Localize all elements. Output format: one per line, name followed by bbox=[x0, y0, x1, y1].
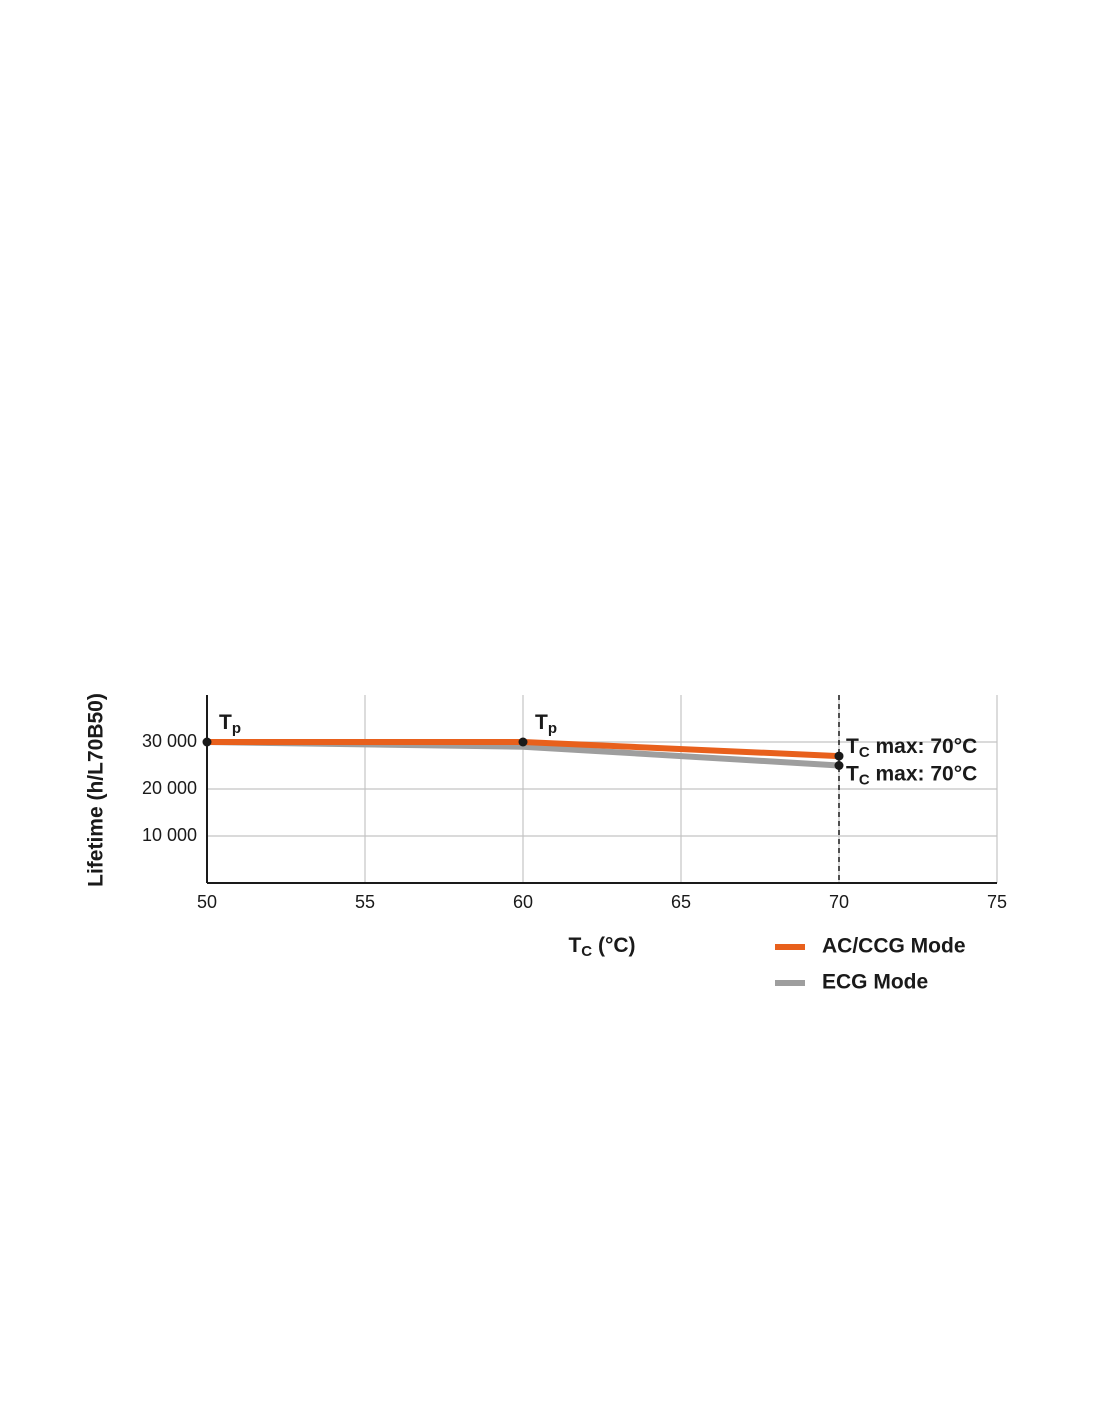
annotation-main: T bbox=[535, 711, 548, 734]
point-marker bbox=[834, 751, 844, 761]
point-marker bbox=[834, 761, 844, 770]
annotation: Tp bbox=[219, 711, 241, 737]
point-marker bbox=[518, 737, 528, 747]
y-tick-label: 10 000 bbox=[142, 825, 197, 845]
y-tick-label: 30 000 bbox=[142, 731, 197, 751]
annotation: TC max: 70°C bbox=[846, 762, 977, 788]
annotation: Tp bbox=[535, 711, 557, 737]
y-axis-label: Lifetime (h/L70B50) bbox=[85, 693, 108, 887]
y-tick-label: 20 000 bbox=[142, 778, 197, 798]
x-axis-label-sub: C bbox=[581, 943, 592, 960]
x-axis-label-rest: (°C) bbox=[592, 934, 635, 957]
x-axis-label-main: T bbox=[568, 934, 581, 957]
annotation-main: T bbox=[219, 711, 232, 734]
annotation-main: T bbox=[846, 735, 859, 758]
annotation-sub: C bbox=[859, 744, 870, 761]
x-tick-label: 75 bbox=[987, 892, 1007, 912]
annotation: TC max: 70°C bbox=[846, 735, 977, 761]
annotation-sub: C bbox=[859, 771, 870, 788]
x-tick-label: 65 bbox=[671, 892, 691, 912]
annotation-main: T bbox=[846, 762, 859, 785]
annotation-sub: p bbox=[548, 720, 557, 737]
x-tick-label: 60 bbox=[513, 892, 533, 912]
legend-label: AC/CCG Mode bbox=[822, 935, 966, 958]
point-marker bbox=[202, 737, 212, 747]
x-axis-label: TC (°C) bbox=[568, 934, 635, 960]
x-tick-label: 55 bbox=[355, 892, 375, 912]
legend-label: ECG Mode bbox=[822, 971, 928, 994]
x-tick-label: 70 bbox=[829, 892, 849, 912]
annotation-rest: max: 70°C bbox=[870, 735, 978, 758]
annotation-sub: p bbox=[232, 720, 241, 737]
annotation-rest: max: 70°C bbox=[870, 762, 978, 785]
x-tick-label: 50 bbox=[197, 892, 217, 912]
